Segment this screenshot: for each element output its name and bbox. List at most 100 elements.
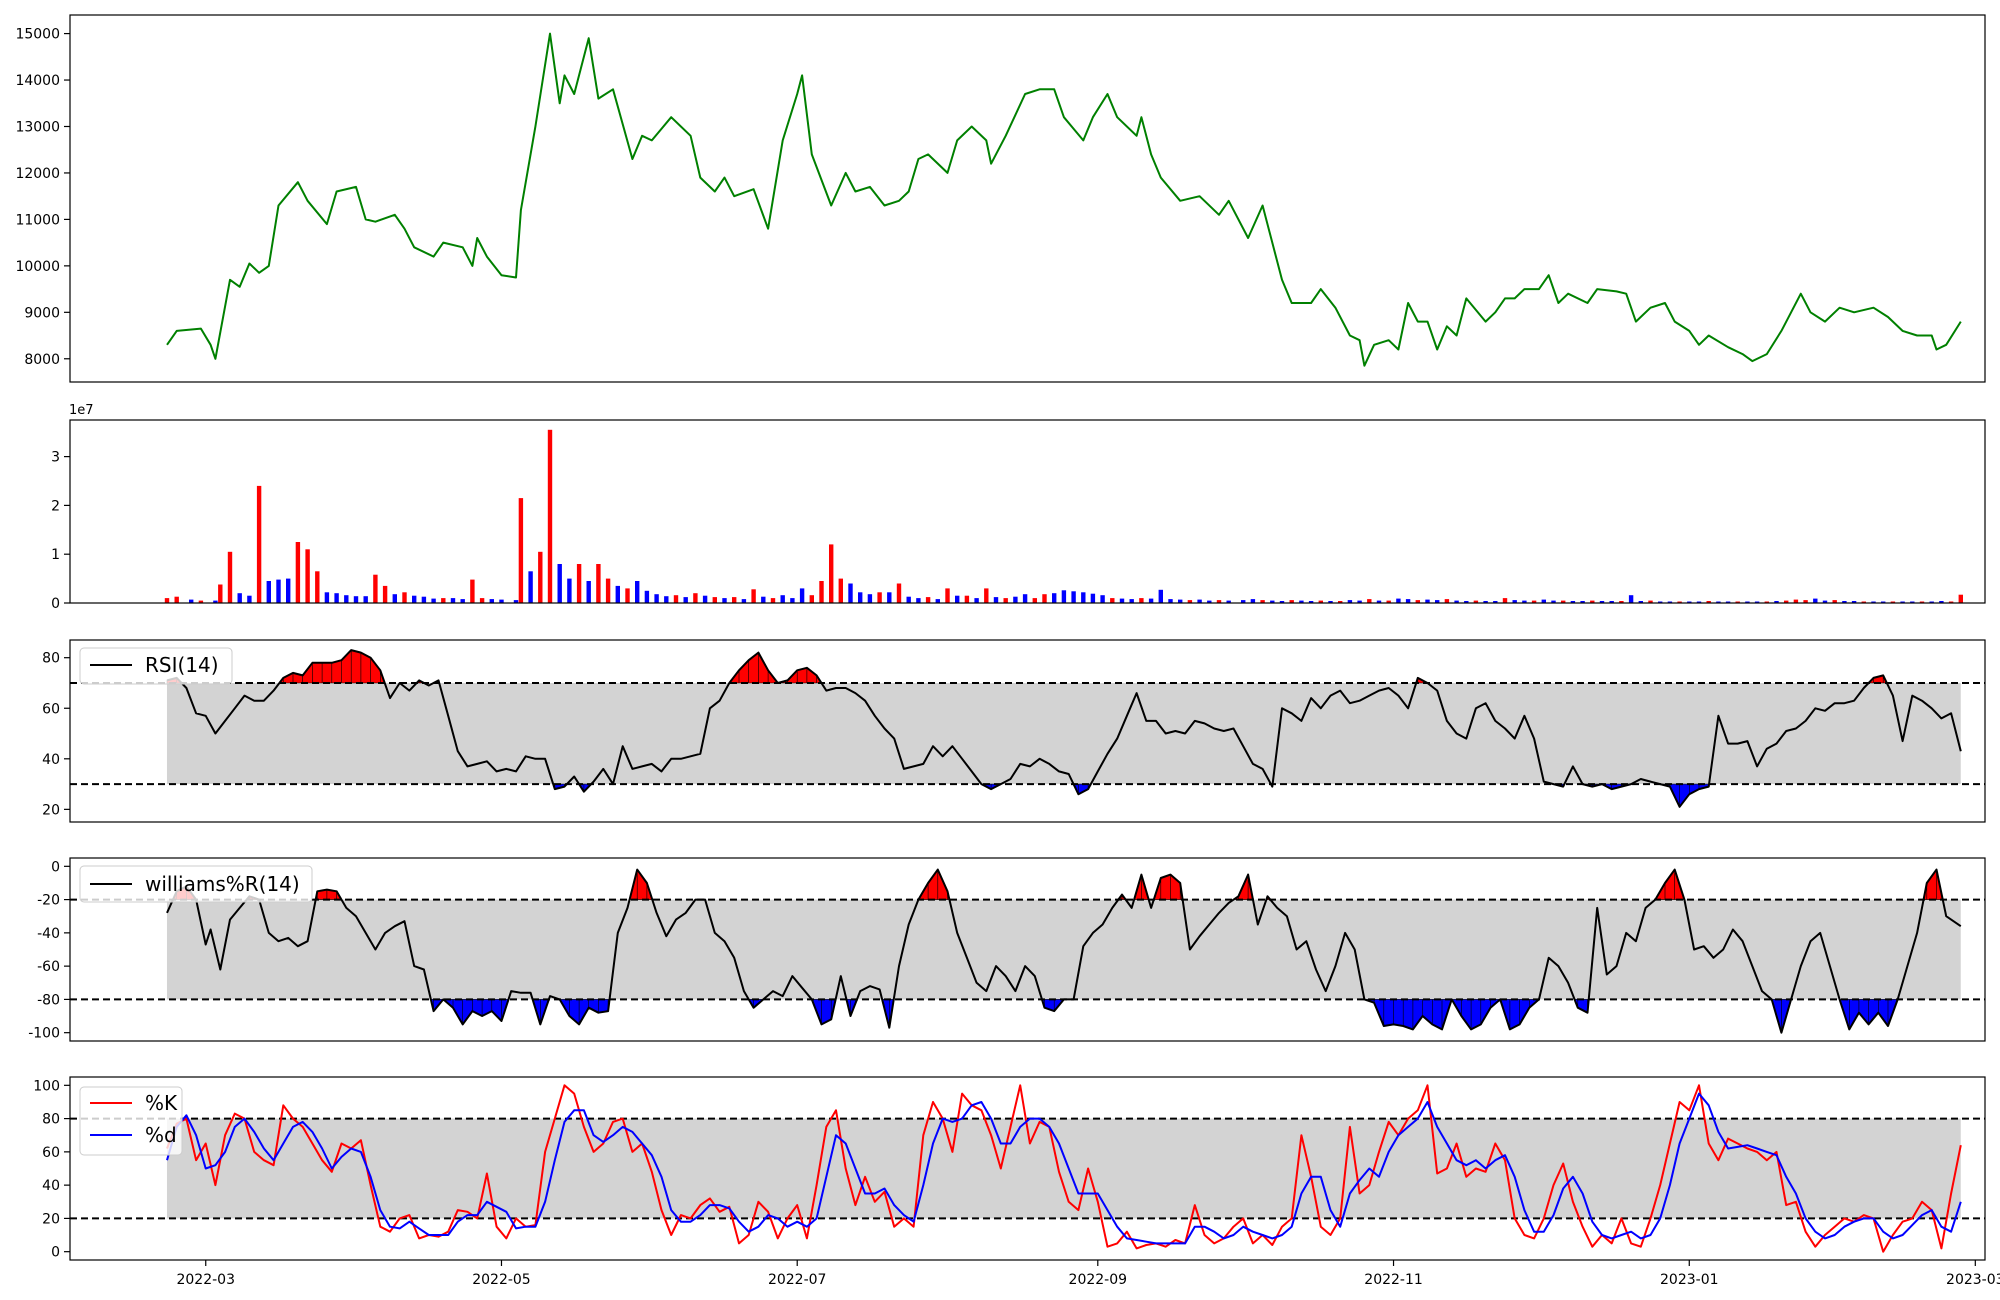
y-tick-label: 0 xyxy=(51,596,60,612)
volume-bar xyxy=(722,598,727,603)
y-tick-label: -100 xyxy=(28,1026,60,1042)
volume-bar xyxy=(770,598,776,603)
volume-bar xyxy=(732,597,737,603)
volume-bar xyxy=(1435,600,1440,603)
volume-bar xyxy=(673,595,679,603)
volume-bar xyxy=(1241,600,1246,603)
volume-bar xyxy=(1197,599,1202,603)
volume-bar xyxy=(751,589,756,603)
volume-bar xyxy=(1042,594,1047,603)
volume-bar xyxy=(344,595,349,603)
volume-bar xyxy=(1784,600,1789,603)
volume-bar xyxy=(867,594,873,603)
y-tick-label: 8000 xyxy=(24,352,60,368)
volume-bar xyxy=(1061,590,1067,603)
y-tick-label: 40 xyxy=(42,1178,60,1194)
volume-bar xyxy=(1318,600,1323,603)
volume-bar xyxy=(305,549,310,603)
volume-bar xyxy=(1415,600,1420,603)
volume-bar xyxy=(1444,599,1450,603)
volume-bar xyxy=(266,581,271,603)
d-legend-label: %d xyxy=(145,1123,177,1147)
y-tick-label: 11000 xyxy=(15,212,60,228)
y-tick-label: 20 xyxy=(42,802,60,818)
volume-bar xyxy=(382,585,388,603)
y-tick-label: 60 xyxy=(42,701,60,717)
series-line-1 xyxy=(166,32,1962,367)
volume-bar xyxy=(237,593,242,603)
volume-bar xyxy=(1483,601,1488,603)
volume-bar xyxy=(945,588,950,603)
volume-bar xyxy=(1168,599,1173,603)
volume-bar xyxy=(324,592,330,603)
volume-bar xyxy=(1299,600,1304,603)
volume-bar xyxy=(790,598,795,603)
volume-bar xyxy=(887,592,892,603)
y-tick-label: 15000 xyxy=(15,27,60,43)
volume-bar xyxy=(1803,600,1808,603)
volume-bar xyxy=(557,564,562,603)
volume-bar xyxy=(596,564,601,603)
volume-bar xyxy=(479,598,485,603)
volume-bar xyxy=(164,598,170,603)
x-tick-label: 2022-07 xyxy=(768,1272,827,1288)
volume-bar xyxy=(1260,600,1265,603)
volume-bar xyxy=(373,574,378,603)
volume-bar xyxy=(1939,601,1944,603)
volume-bar xyxy=(896,583,902,603)
x-tick-label: 2023-01 xyxy=(1660,1272,1719,1288)
x-tick-label: 2022-03 xyxy=(176,1272,235,1288)
rsi-legend: RSI(14) xyxy=(79,647,233,685)
volume-bar xyxy=(1376,600,1382,603)
volume-bar xyxy=(1871,601,1876,603)
volume-bar xyxy=(1580,601,1585,603)
volume-bar xyxy=(925,597,931,603)
volume-bar xyxy=(1052,593,1057,603)
volume-bar xyxy=(1338,601,1343,603)
volume-bar xyxy=(1226,600,1231,603)
volume-bar xyxy=(567,578,572,603)
y-tick-label: -60 xyxy=(37,959,60,975)
volume-bar xyxy=(189,599,194,603)
series-line-1 xyxy=(166,649,1962,808)
volume-bar xyxy=(1667,601,1673,603)
volume-bar xyxy=(1599,601,1605,603)
y-tick-label: 100 xyxy=(33,1078,60,1094)
y-tick-label: 1 xyxy=(51,547,60,563)
volume-bar xyxy=(1357,600,1362,603)
volume-bar xyxy=(780,595,785,603)
stochastic-legend: %K %d xyxy=(79,1086,183,1156)
k-legend-label: %K xyxy=(145,1091,178,1115)
plot-frame xyxy=(69,639,1986,823)
volume-bar xyxy=(1677,601,1682,603)
threshold-band xyxy=(166,682,1961,785)
volume-bar xyxy=(499,599,504,603)
volume-bar xyxy=(1948,601,1954,603)
volume-bar xyxy=(1100,595,1105,603)
volume-bar xyxy=(450,598,456,603)
volume-bar xyxy=(1367,599,1372,603)
volume-bar xyxy=(1531,600,1537,603)
y-tick-label: 2 xyxy=(51,498,60,514)
x-tick-label: 2022-05 xyxy=(472,1272,531,1288)
y-tick-label: 80 xyxy=(42,1112,60,1128)
volume-bar xyxy=(1706,601,1711,603)
volume-bar xyxy=(1754,601,1760,603)
volume-bar xyxy=(489,599,494,603)
volume-bar xyxy=(412,595,417,603)
volume-bar xyxy=(460,599,465,603)
volume-bar xyxy=(528,571,533,603)
volume-bar xyxy=(712,597,717,603)
volume-bar xyxy=(256,485,262,603)
x-axis: 2022-03 2022-05 2022-07 2022-09 2022-11 2023-… xyxy=(176,1260,2000,1288)
volume-bar xyxy=(295,542,301,603)
volume-bar xyxy=(916,598,921,603)
volume-bar xyxy=(1473,600,1479,603)
threshold-band xyxy=(166,1118,1961,1219)
volume-bar xyxy=(1003,598,1008,603)
volume-bar xyxy=(1774,601,1779,603)
volume-bar xyxy=(1561,600,1566,603)
y-tick-label: -20 xyxy=(37,893,60,909)
volume-bar xyxy=(1270,600,1275,603)
